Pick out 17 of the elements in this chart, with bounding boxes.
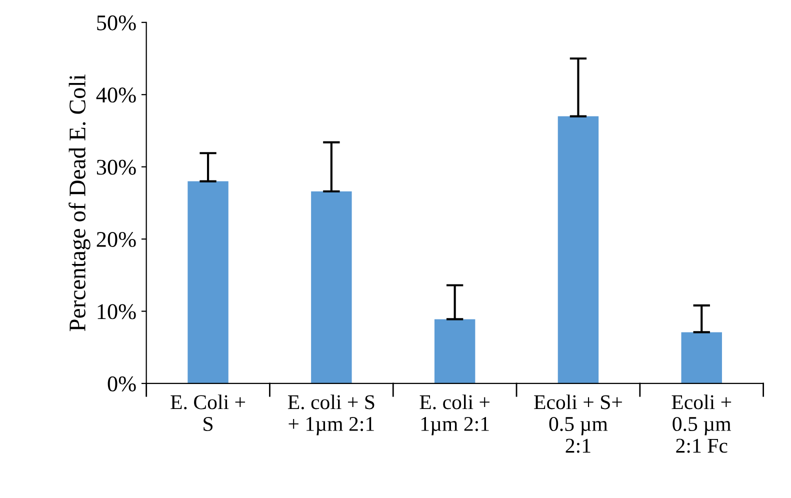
y-tick-label: 10%	[98, 304, 136, 320]
y-tick-label: 50%	[97, 15, 136, 30]
y-tick-label: 40%	[96, 88, 136, 103]
x-tick-label: E. coli + 1µm 2:1	[420, 394, 490, 436]
x-tick-label: E. Coli + S	[170, 394, 246, 432]
y-axis-title: Percentage of Dead E. Coli	[68, 74, 90, 332]
bar	[558, 116, 599, 384]
x-tick-label: Ecoli + 0.5 µm 2:1 Fc	[672, 394, 732, 453]
y-tick-label: 30%	[96, 160, 136, 175]
x-tick-label: E. coli + S + 1µm 2:1	[288, 394, 374, 436]
y-tick-label: 20%	[96, 232, 136, 248]
bar	[188, 181, 228, 384]
bar	[311, 191, 352, 384]
x-tick-label: Ecoli + S+ 0.5 µm 2:1	[534, 394, 622, 453]
y-tick-label: 0%	[108, 376, 136, 392]
bar	[681, 332, 722, 384]
bar	[434, 319, 476, 384]
